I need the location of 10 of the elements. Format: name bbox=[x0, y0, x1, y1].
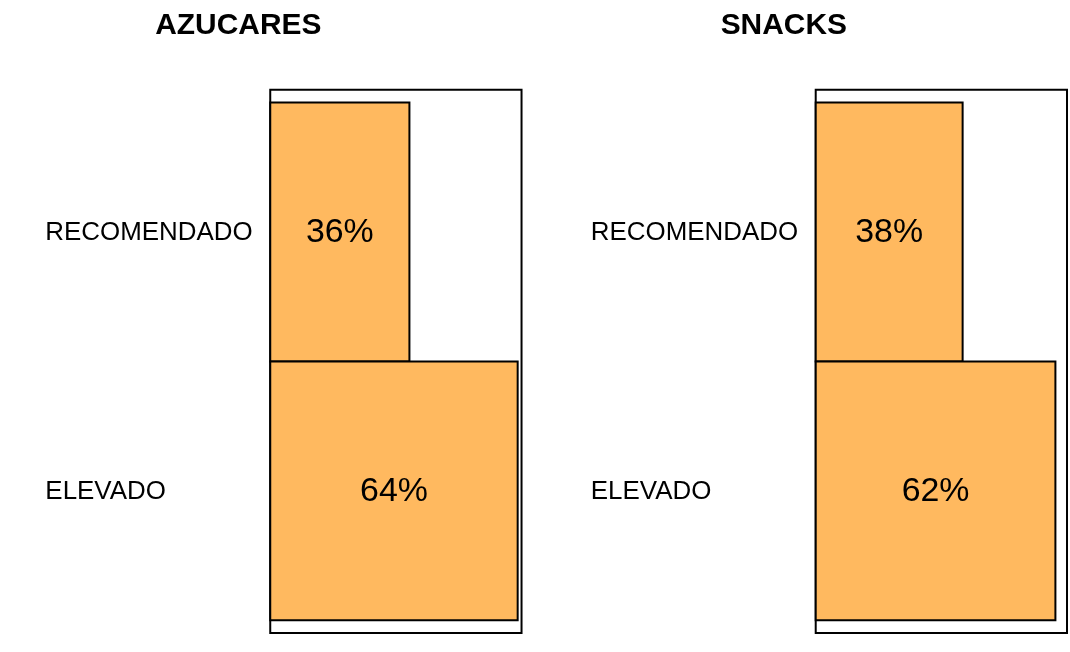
data-label: 62% bbox=[901, 469, 970, 508]
y-tick-label: ELEVADO bbox=[590, 475, 712, 504]
data-label: 64% bbox=[360, 469, 428, 508]
data-label: 38% bbox=[855, 210, 924, 249]
chart-title: SNACKS bbox=[720, 6, 847, 40]
y-tick-label: RECOMENDADO bbox=[45, 216, 253, 245]
y-tick-label: ELEVADO bbox=[45, 475, 166, 504]
data-label: 36% bbox=[305, 210, 374, 249]
y-tick-label: RECOMENDADO bbox=[590, 216, 799, 245]
chart-title: AZUCARES bbox=[155, 6, 322, 40]
